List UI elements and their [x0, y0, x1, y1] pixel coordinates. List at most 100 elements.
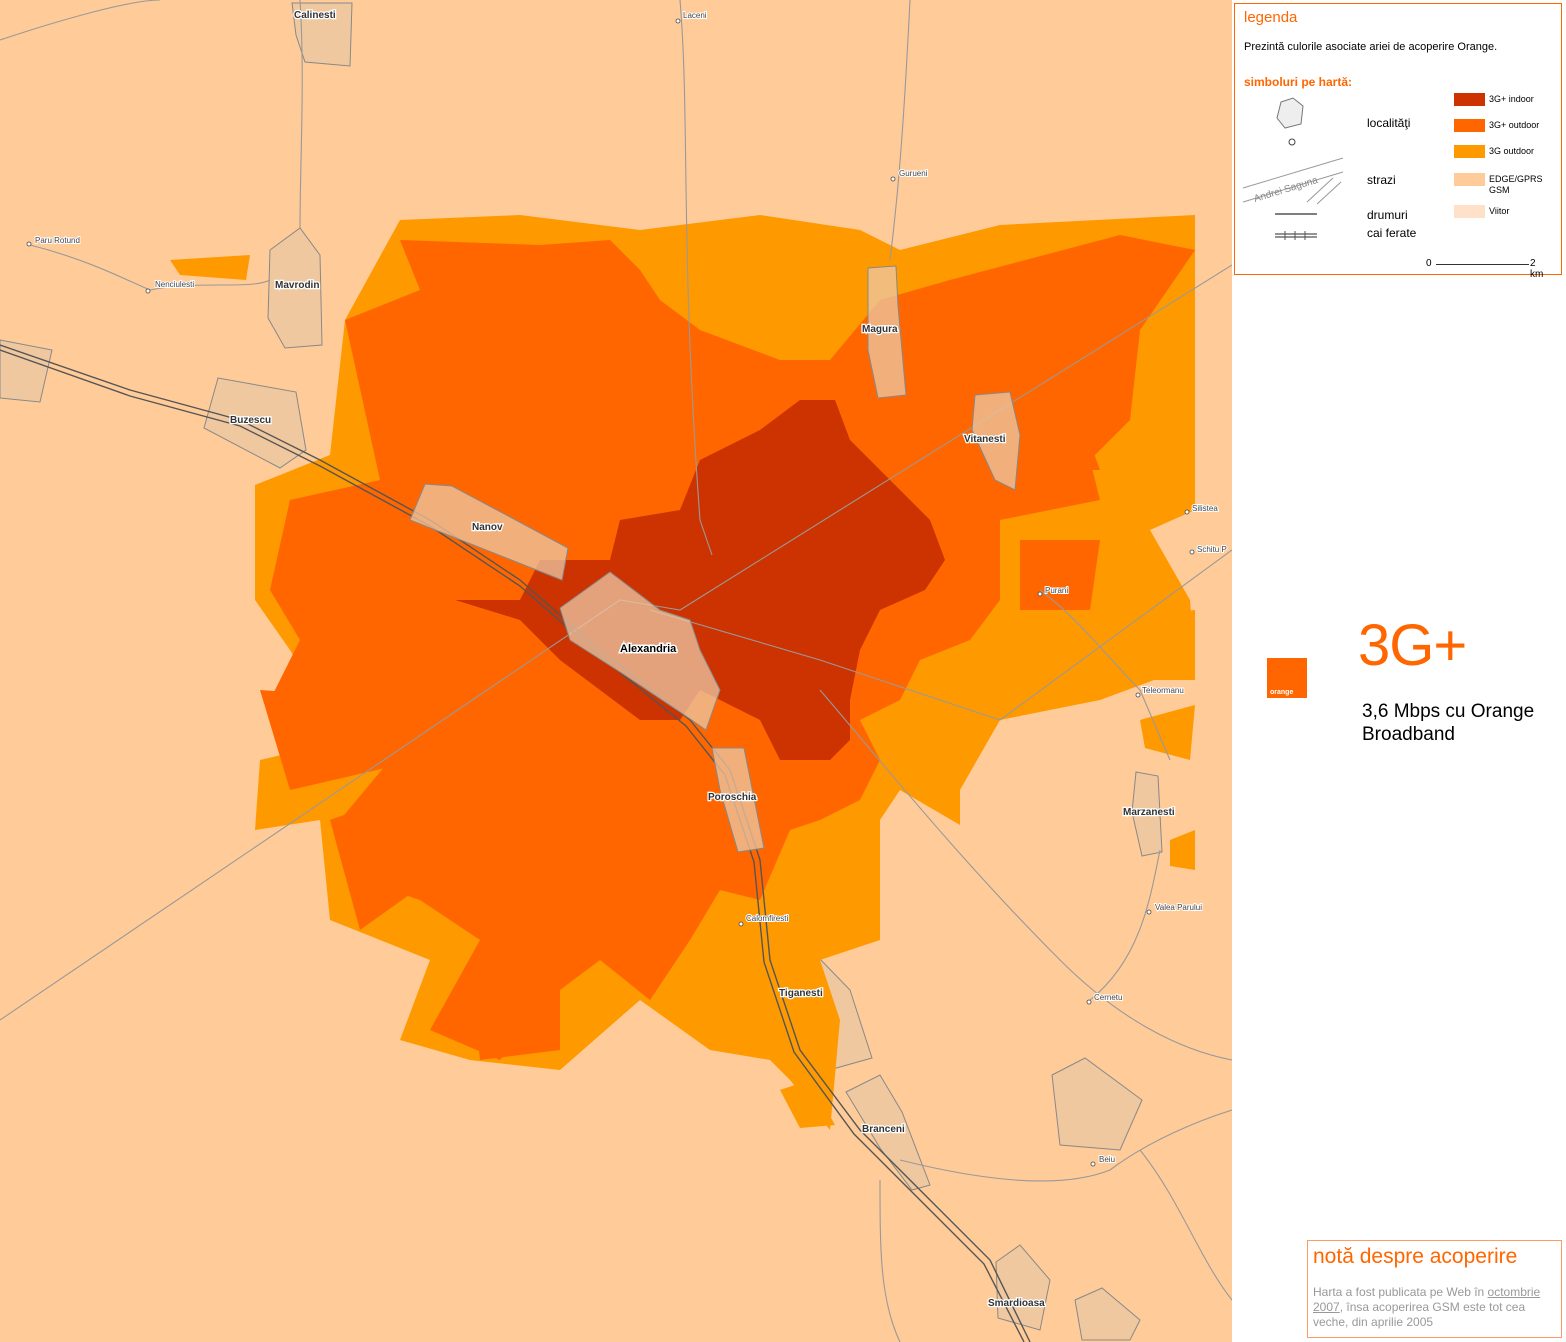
coverage-ray	[1100, 610, 1195, 680]
symbols-heading: simboluri pe hartă:	[1244, 75, 1353, 89]
village-label: Beiu	[1099, 1155, 1115, 1164]
village-label: Schitu P	[1197, 545, 1227, 554]
coverage-ray	[260, 690, 420, 790]
town-label: Calinesti	[294, 10, 336, 21]
village-label: Nenciulesti	[155, 280, 194, 289]
village-label: Silistea	[1192, 504, 1218, 513]
town-label: Marzanesti	[1123, 807, 1175, 818]
coverage-swatch	[1454, 119, 1485, 132]
town-label: Poroschia	[708, 792, 757, 803]
road	[889, 0, 911, 261]
roads-label: drumuri	[1367, 208, 1408, 222]
village-label: Gurueni	[899, 169, 928, 178]
village-marker	[1037, 591, 1043, 597]
village-label: Teleormanu	[1142, 686, 1184, 695]
coverage-ray	[780, 1080, 835, 1128]
village-label: Calomfiresti	[746, 914, 788, 923]
locality-smardioasa-area	[995, 1244, 1051, 1331]
road	[819, 689, 1232, 1061]
coverage-ray	[170, 255, 250, 280]
scale-start: 0	[1426, 258, 1432, 269]
locality-symbol-icon	[1276, 97, 1304, 146]
village-marker	[1189, 549, 1195, 555]
locality-east-area	[1051, 1057, 1143, 1151]
village-label: Laceni	[683, 11, 707, 20]
village-marker	[890, 176, 896, 182]
coverage-swatch-label: 3G+ indoor	[1489, 94, 1534, 104]
town-label: Nanov	[472, 522, 503, 533]
village-marker	[1090, 1161, 1096, 1167]
scale-bar: 0 2 km	[1421, 256, 1551, 280]
coverage-ray	[470, 910, 560, 1060]
promo-block: orange 3G+ 3,6 Mbps cu Orange Broadband	[1266, 610, 1566, 750]
town-label: Smardioasa	[988, 1298, 1045, 1309]
village-marker	[1086, 999, 1092, 1005]
road-symbol-icon	[1275, 213, 1317, 240]
legend-panel: legenda Prezintă culorile asociate ariei…	[1234, 3, 1562, 280]
promo-tagline: 3,6 Mbps cu Orange Broadband	[1362, 701, 1535, 745]
coverage-ray	[1140, 705, 1195, 760]
locality-calinesti-area	[291, 2, 353, 67]
road	[679, 0, 713, 556]
town-label: Vitanesti	[964, 434, 1006, 445]
road	[879, 1179, 901, 1342]
logo-text: orange	[1270, 689, 1294, 696]
coverage-ray	[330, 780, 440, 930]
svg-text:Andrei Saguna: Andrei Saguna	[1253, 175, 1320, 205]
localities-label: localităţi	[1367, 116, 1411, 130]
scale-end: 2 km	[1530, 258, 1544, 280]
coverage-note: notă despre acoperire Harta a fost publi…	[1307, 1240, 1562, 1338]
road	[1139, 1149, 1232, 1301]
locality-alexandria-area	[559, 571, 721, 731]
locality-marzanesti-area	[1131, 771, 1163, 857]
village-marker	[26, 241, 32, 247]
village-marker	[1184, 509, 1190, 515]
coverage-swatch-label: 3G outdoor	[1489, 146, 1535, 156]
village-marker	[1135, 692, 1141, 698]
locality-nanov-area	[409, 483, 569, 581]
locality-branceni-area	[845, 1074, 931, 1191]
village-marker	[738, 921, 744, 927]
coverage-map[interactable]: Calinesti Mavrodin Buzescu Nanov Magura …	[0, 0, 1232, 1342]
locality-southeast-area	[1074, 1287, 1141, 1341]
note-date-link[interactable]: octombrie 2007	[1313, 1285, 1541, 1314]
town-label: Magura	[862, 324, 898, 335]
road	[29, 244, 151, 291]
village-label: Paru Rotund	[35, 236, 80, 245]
village-label: Purani	[1045, 586, 1068, 595]
legend-title: legenda	[1244, 9, 1298, 26]
coverage-swatch-label: Viitor	[1489, 206, 1510, 216]
coverage-swatch	[1454, 173, 1485, 186]
locality-vitanesti-area	[971, 391, 1021, 491]
road	[0, 0, 161, 41]
coverage-swatch	[1454, 205, 1485, 218]
promo-headline: 3G+	[1358, 613, 1467, 678]
road	[899, 1109, 1232, 1182]
locality-magura-area	[867, 265, 907, 399]
coverage-swatch	[1454, 145, 1485, 158]
coverage-swatch-label: 3G+ outdoor	[1489, 120, 1540, 130]
coverage-ray	[1020, 540, 1100, 610]
coverage-swatch	[1454, 93, 1485, 106]
street-symbol-icon: Andrei Saguna	[1242, 157, 1344, 205]
village-marker	[145, 288, 151, 294]
scale-line	[1436, 264, 1529, 265]
note-body: Harta a fost publicata pe Web în octombr…	[1313, 1285, 1541, 1329]
road	[1039, 589, 1171, 761]
village-label: Cernetu	[1094, 993, 1122, 1002]
railway	[0, 349, 1025, 1342]
coverage-3g-plus-indoor	[455, 400, 945, 760]
village-marker	[1146, 909, 1152, 915]
railway	[0, 344, 1031, 1342]
coverage-swatch-label: EDGE/GPRS GSM	[1489, 174, 1543, 195]
road	[149, 279, 271, 291]
railways-label: cai ferate	[1367, 226, 1417, 240]
town-label: Buzescu	[230, 415, 271, 426]
village-marker	[675, 18, 681, 24]
road	[649, 549, 1232, 721]
town-label: Tiganesti	[779, 988, 823, 999]
orange-logo[interactable]: orange	[1267, 658, 1307, 698]
coverage-ray	[1170, 830, 1195, 870]
town-label: Branceni	[862, 1124, 905, 1135]
locality-west-area	[0, 339, 53, 403]
